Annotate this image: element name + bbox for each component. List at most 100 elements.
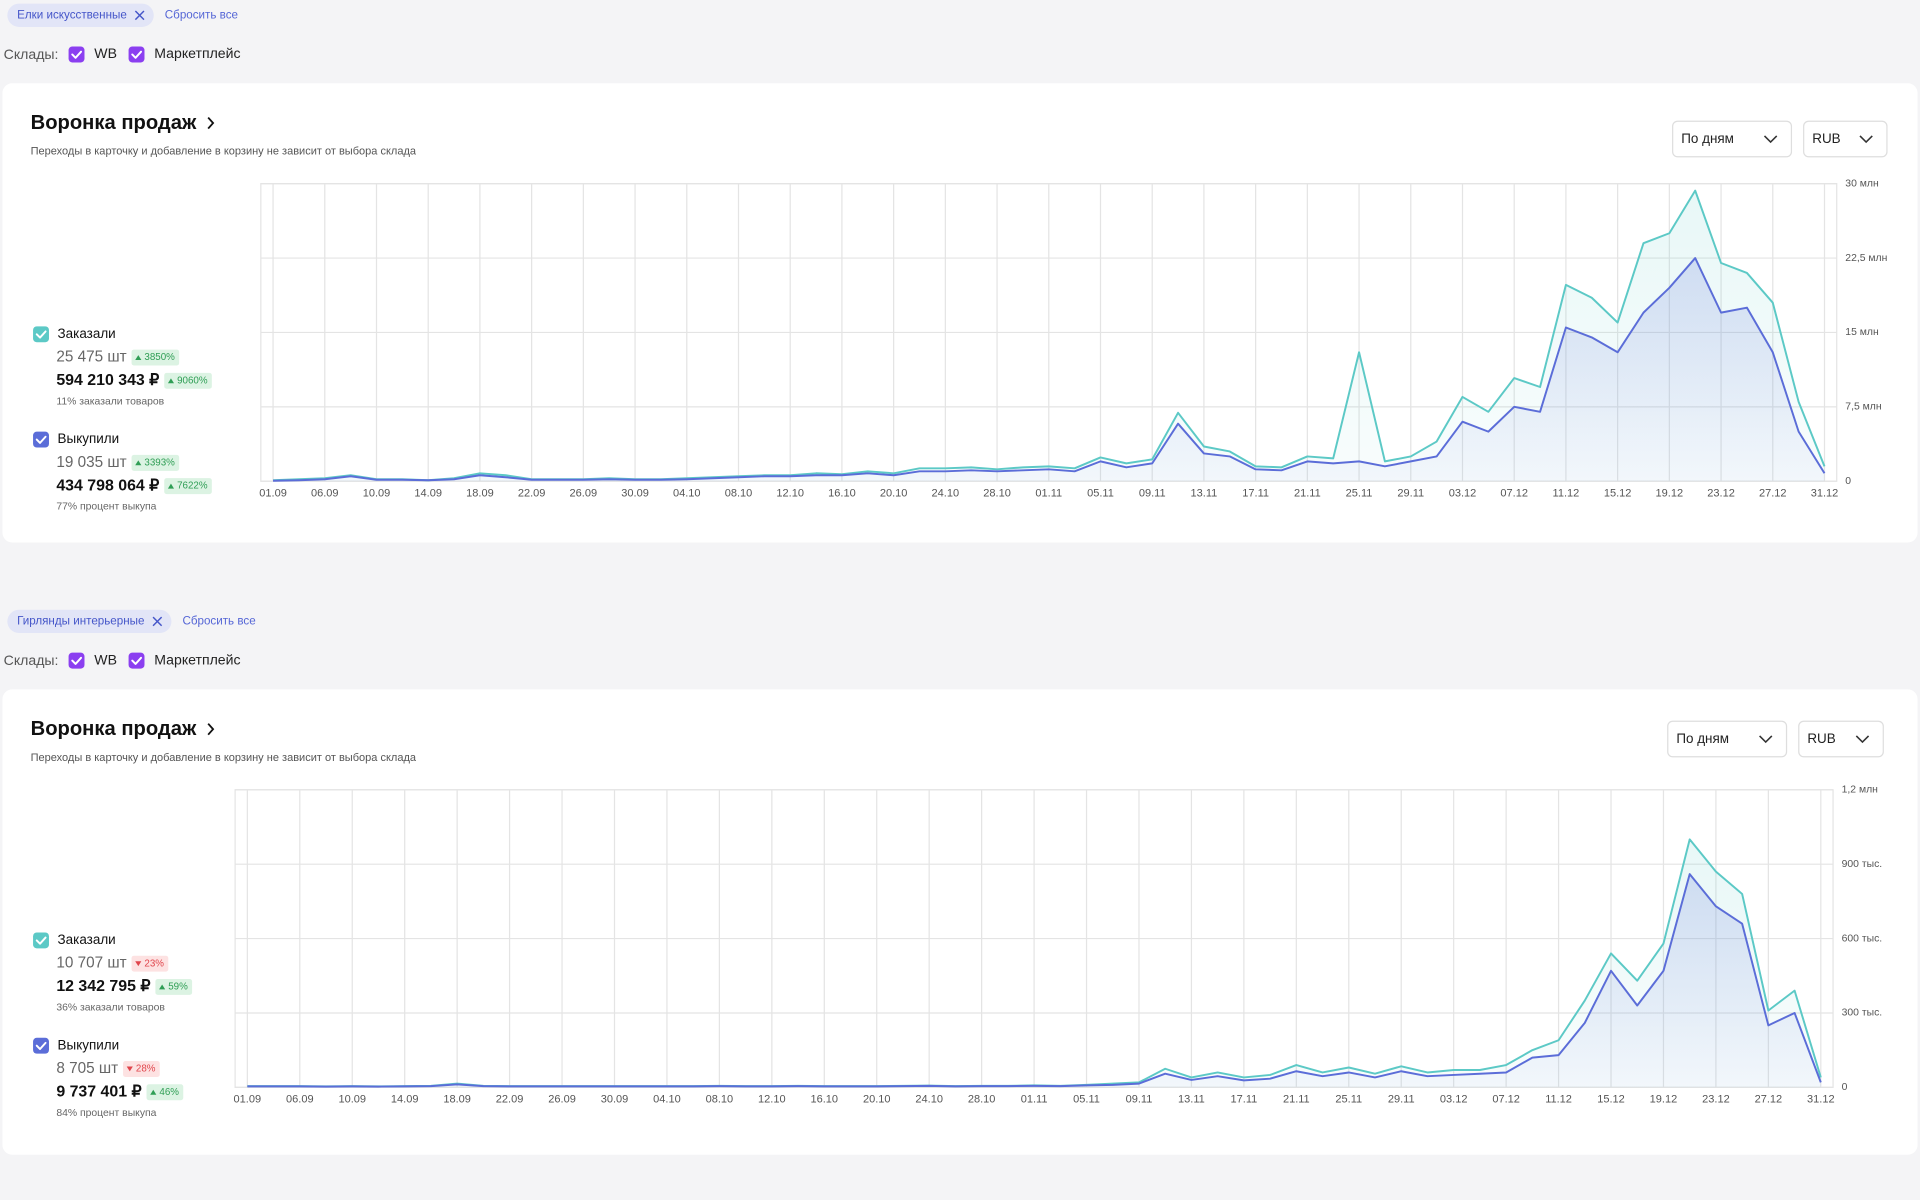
x-tick-label: 09.11 xyxy=(1126,1093,1153,1105)
x-tick-label: 08.10 xyxy=(725,487,753,499)
x-tick-label: 22.09 xyxy=(496,1093,524,1105)
currency-dropdown[interactable] xyxy=(1798,720,1884,758)
warehouse-checkbox[interactable] xyxy=(68,652,85,669)
x-tick-label: 25.11 xyxy=(1335,1093,1362,1105)
series-line xyxy=(273,257,1826,482)
x-tick-label: 27.12 xyxy=(1759,487,1787,499)
y-tick-label: 15 млн xyxy=(1845,327,1879,338)
card-title[interactable]: Воронка продаж xyxy=(31,112,197,134)
change-value: 3393% xyxy=(144,457,175,468)
legend-label[interactable]: Заказали xyxy=(58,932,116,947)
series-area xyxy=(247,874,1821,1088)
reset-link[interactable]: Сбросить все xyxy=(182,615,255,628)
metric-count: 10 707 шт xyxy=(56,955,126,972)
x-tick-label: 08.10 xyxy=(706,1093,734,1105)
x-tick-label: 06.09 xyxy=(311,487,339,499)
x-tick-label: 22.09 xyxy=(518,487,546,499)
series-checkbox[interactable] xyxy=(33,326,49,343)
filter-chip-label: Елки искусственные xyxy=(17,8,127,21)
x-tick-label: 20.10 xyxy=(863,1093,891,1105)
x-tick-label: 05.11 xyxy=(1073,1093,1100,1105)
x-tick-label: 14.09 xyxy=(414,487,442,499)
y-tick-label: 22,5 млн xyxy=(1845,253,1887,264)
change-badge xyxy=(131,349,180,366)
y-tick-label: 0 xyxy=(1845,476,1851,487)
x-tick-label: 07.12 xyxy=(1492,1093,1520,1105)
x-tick-label: 01.11 xyxy=(1021,1093,1048,1105)
change-badge xyxy=(146,1084,184,1101)
filter-chip-close[interactable] xyxy=(152,616,163,627)
filter-chip[interactable] xyxy=(7,609,172,634)
x-tick-label: 18.09 xyxy=(466,487,494,499)
x-tick-label: 05.11 xyxy=(1087,487,1114,499)
arrow-down xyxy=(126,1066,133,1072)
title-chevron[interactable] xyxy=(207,116,215,130)
series-checkbox[interactable] xyxy=(33,1037,49,1054)
x-tick-label: 23.12 xyxy=(1707,487,1735,499)
legend-label[interactable]: Выкупили xyxy=(58,1037,120,1052)
warehouse-checkbox[interactable] xyxy=(68,46,85,63)
warehouse-checkbox[interactable] xyxy=(128,46,145,63)
change-value: 46% xyxy=(159,1087,179,1098)
x-tick-label: 24.10 xyxy=(932,487,960,499)
warehouse-name: WB xyxy=(94,45,117,61)
change-badge xyxy=(164,372,212,389)
x-tick-label: 24.10 xyxy=(915,1093,943,1105)
y-tick-label: 7,5 млн xyxy=(1845,402,1882,413)
metric-note: 11% заказали товаров xyxy=(56,396,164,407)
legend-label[interactable]: Заказали xyxy=(58,326,116,341)
card-title[interactable]: Воронка продаж xyxy=(31,718,197,740)
y-tick-label: 0 xyxy=(1842,1082,1848,1093)
y-tick-label: 600 тыс. xyxy=(1842,933,1883,944)
change-badge xyxy=(164,478,212,495)
x-tick-label: 21.11 xyxy=(1294,487,1321,499)
warehouses-label: Склады: xyxy=(4,652,59,668)
dropdown-chevron xyxy=(1855,735,1870,744)
check-mark xyxy=(131,50,143,59)
check-mark xyxy=(71,50,83,59)
arrow-up xyxy=(167,378,175,384)
filter-chip-close[interactable] xyxy=(134,10,145,21)
x-tick-label: 29.11 xyxy=(1397,487,1424,499)
period-dropdown[interactable] xyxy=(1667,720,1788,758)
x-tick-label: 25.11 xyxy=(1346,487,1373,499)
legend-label[interactable]: Выкупили xyxy=(58,431,120,446)
check-mark xyxy=(71,656,83,665)
series-area xyxy=(273,258,1825,482)
title-chevron[interactable] xyxy=(207,723,215,736)
x-tick-label: 12.10 xyxy=(776,487,804,499)
metric-note: 84% процент выкупа xyxy=(56,1108,156,1119)
arrow-up xyxy=(150,1089,157,1095)
reset-link[interactable]: Сбросить все xyxy=(165,8,238,21)
metric-count: 19 035 шт xyxy=(56,454,126,471)
dropdown-chevron xyxy=(1759,735,1773,744)
arrow-up xyxy=(135,460,142,466)
change-value: 23% xyxy=(144,958,164,969)
x-tick-label: 04.10 xyxy=(673,487,701,499)
x-tick-label: 13.11 xyxy=(1191,487,1218,499)
y-tick-label: 1,2 млн xyxy=(1842,785,1879,796)
change-badge xyxy=(131,454,180,471)
metric-count: 8 705 шт xyxy=(56,1060,118,1077)
filter-chip[interactable] xyxy=(7,3,154,27)
warehouse-checkbox[interactable] xyxy=(128,652,145,669)
period-dropdown[interactable] xyxy=(1672,120,1793,158)
x-tick-label: 01.09 xyxy=(259,487,287,499)
x-tick-label: 11.12 xyxy=(1553,487,1580,499)
card xyxy=(2,689,1918,1155)
x-tick-label: 20.10 xyxy=(880,487,908,499)
card xyxy=(2,83,1918,543)
metric-amount: 434 798 064 ₽ xyxy=(56,477,159,494)
change-value: 59% xyxy=(168,982,188,993)
change-badge xyxy=(155,978,193,995)
y-tick-label: 30 млн xyxy=(1845,178,1879,189)
x-tick-label: 15.12 xyxy=(1597,1093,1625,1105)
series-checkbox[interactable] xyxy=(33,932,49,949)
currency-dropdown[interactable] xyxy=(1803,120,1888,158)
x-tick-label: 12.10 xyxy=(758,1093,786,1105)
series-checkbox[interactable] xyxy=(33,431,49,448)
x-tick-label: 10.09 xyxy=(363,487,391,499)
series-line xyxy=(247,873,1822,1088)
